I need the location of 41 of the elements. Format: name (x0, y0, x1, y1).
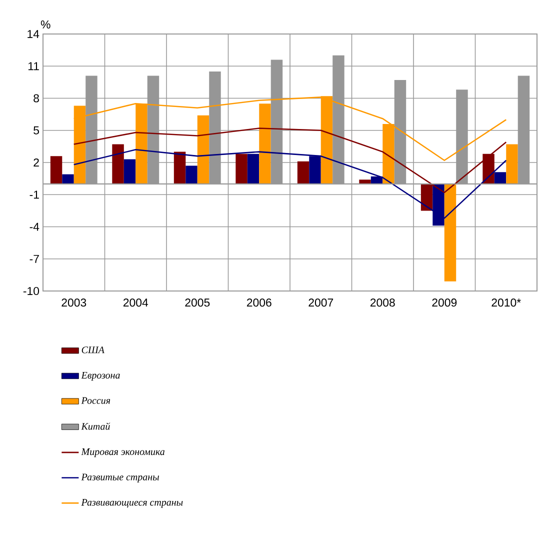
bar (50, 156, 62, 184)
y-tick-label: 2 (34, 158, 39, 166)
legend-label: Еврозона (81, 372, 120, 381)
x-tick-label: 2009 (432, 298, 457, 307)
bar (506, 144, 518, 184)
y-axis-title: % (40, 20, 50, 28)
bar (297, 161, 310, 184)
x-tick-label: 2004 (123, 298, 148, 307)
y-tick-label: -1 (30, 190, 39, 199)
y-tick-label: 14 (28, 30, 40, 38)
y-tick-label: -10 (23, 286, 40, 296)
bar (186, 166, 198, 184)
bar (112, 144, 124, 184)
y-tick-label: 11 (28, 62, 39, 70)
x-tick-label: 2007 (308, 298, 334, 307)
bar (259, 104, 271, 184)
y-tick-label: -7 (30, 254, 39, 263)
legend-label: США (82, 346, 104, 354)
x-tick-label: 2008 (370, 298, 395, 307)
x-tick-label: 2005 (185, 298, 210, 307)
bar (482, 154, 494, 184)
y-tick-label: 8 (34, 94, 39, 102)
legend-label: Развитые страны (81, 474, 159, 482)
bar (309, 156, 321, 184)
legend-label: Россия (81, 397, 110, 404)
bar (359, 180, 371, 184)
bar (174, 152, 186, 184)
y-tick-label: -4 (30, 222, 40, 231)
legend-label: Мировая экономика (81, 448, 164, 458)
legend-label: Развивающиеся страны (81, 499, 183, 508)
y-tick-label: 5 (34, 126, 39, 134)
bar (236, 154, 248, 184)
bar (197, 115, 210, 184)
legend-label: Китай (81, 422, 110, 430)
x-tick-label: 2003 (62, 298, 86, 307)
bar (444, 184, 456, 282)
x-tick-label: 2006 (246, 298, 272, 307)
x-tick-label: 2010* (492, 298, 521, 307)
bar (124, 159, 136, 184)
bar (62, 174, 74, 184)
bar (247, 154, 260, 184)
